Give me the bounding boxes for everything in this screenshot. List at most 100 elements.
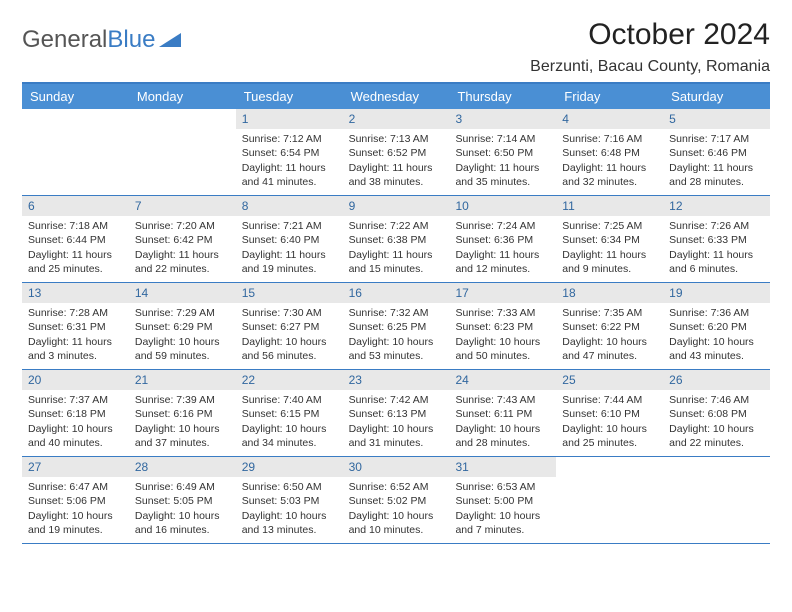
day-header: Friday — [556, 84, 663, 109]
day-cell: 16Sunrise: 7:32 AMSunset: 6:25 PMDayligh… — [343, 283, 450, 369]
day-cell: 22Sunrise: 7:40 AMSunset: 6:15 PMDayligh… — [236, 370, 343, 456]
day-body: Sunrise: 7:36 AMSunset: 6:20 PMDaylight:… — [663, 303, 770, 369]
sunrise-text: Sunrise: 7:44 AM — [562, 393, 657, 407]
daylight-text: Daylight: 10 hours and 22 minutes. — [669, 422, 764, 450]
sunrise-text: Sunrise: 7:42 AM — [349, 393, 444, 407]
day-number: 28 — [129, 457, 236, 477]
day-cell: 23Sunrise: 7:42 AMSunset: 6:13 PMDayligh… — [343, 370, 450, 456]
day-number: 18 — [556, 283, 663, 303]
day-number: 16 — [343, 283, 450, 303]
sunset-text: Sunset: 6:25 PM — [349, 320, 444, 334]
daylight-text: Daylight: 11 hours and 3 minutes. — [28, 335, 123, 363]
day-body: Sunrise: 6:50 AMSunset: 5:03 PMDaylight:… — [236, 477, 343, 543]
day-body: Sunrise: 7:21 AMSunset: 6:40 PMDaylight:… — [236, 216, 343, 282]
day-number: 19 — [663, 283, 770, 303]
week-row: 1Sunrise: 7:12 AMSunset: 6:54 PMDaylight… — [22, 109, 770, 196]
day-number: 22 — [236, 370, 343, 390]
sunrise-text: Sunrise: 7:26 AM — [669, 219, 764, 233]
day-number — [129, 109, 236, 129]
week-row: 20Sunrise: 7:37 AMSunset: 6:18 PMDayligh… — [22, 370, 770, 457]
day-number: 2 — [343, 109, 450, 129]
day-number: 8 — [236, 196, 343, 216]
daylight-text: Daylight: 11 hours and 25 minutes. — [28, 248, 123, 276]
day-body: Sunrise: 7:40 AMSunset: 6:15 PMDaylight:… — [236, 390, 343, 456]
sunset-text: Sunset: 6:50 PM — [455, 146, 550, 160]
day-number: 11 — [556, 196, 663, 216]
day-cell: 17Sunrise: 7:33 AMSunset: 6:23 PMDayligh… — [449, 283, 556, 369]
logo-triangle-icon — [159, 26, 181, 54]
daylight-text: Daylight: 11 hours and 28 minutes. — [669, 161, 764, 189]
sunrise-text: Sunrise: 6:50 AM — [242, 480, 337, 494]
sunset-text: Sunset: 6:11 PM — [455, 407, 550, 421]
week-row: 13Sunrise: 7:28 AMSunset: 6:31 PMDayligh… — [22, 283, 770, 370]
sunset-text: Sunset: 6:18 PM — [28, 407, 123, 421]
day-number: 6 — [22, 196, 129, 216]
day-body: Sunrise: 7:13 AMSunset: 6:52 PMDaylight:… — [343, 129, 450, 195]
day-number: 7 — [129, 196, 236, 216]
day-number — [22, 109, 129, 129]
sunrise-text: Sunrise: 7:39 AM — [135, 393, 230, 407]
day-header: Saturday — [663, 84, 770, 109]
daylight-text: Daylight: 10 hours and 13 minutes. — [242, 509, 337, 537]
day-number: 31 — [449, 457, 556, 477]
day-number: 1 — [236, 109, 343, 129]
day-body: Sunrise: 7:14 AMSunset: 6:50 PMDaylight:… — [449, 129, 556, 195]
day-number: 29 — [236, 457, 343, 477]
day-number: 20 — [22, 370, 129, 390]
title-block: October 2024 Berzunti, Bacau County, Rom… — [530, 18, 770, 76]
day-header: Sunday — [22, 84, 129, 109]
day-body: Sunrise: 7:16 AMSunset: 6:48 PMDaylight:… — [556, 129, 663, 195]
day-cell: 15Sunrise: 7:30 AMSunset: 6:27 PMDayligh… — [236, 283, 343, 369]
day-cell: 7Sunrise: 7:20 AMSunset: 6:42 PMDaylight… — [129, 196, 236, 282]
day-cell: 28Sunrise: 6:49 AMSunset: 5:05 PMDayligh… — [129, 457, 236, 543]
day-cell: 3Sunrise: 7:14 AMSunset: 6:50 PMDaylight… — [449, 109, 556, 195]
sunset-text: Sunset: 6:15 PM — [242, 407, 337, 421]
sunrise-text: Sunrise: 7:29 AM — [135, 306, 230, 320]
sunrise-text: Sunrise: 7:43 AM — [455, 393, 550, 407]
day-cell: 4Sunrise: 7:16 AMSunset: 6:48 PMDaylight… — [556, 109, 663, 195]
day-number: 5 — [663, 109, 770, 129]
weeks-container: 1Sunrise: 7:12 AMSunset: 6:54 PMDaylight… — [22, 109, 770, 544]
day-cell — [556, 457, 663, 543]
daylight-text: Daylight: 10 hours and 53 minutes. — [349, 335, 444, 363]
day-number: 25 — [556, 370, 663, 390]
day-cell — [663, 457, 770, 543]
daylight-text: Daylight: 11 hours and 22 minutes. — [135, 248, 230, 276]
calendar: Sunday Monday Tuesday Wednesday Thursday… — [22, 82, 770, 544]
day-body: Sunrise: 7:22 AMSunset: 6:38 PMDaylight:… — [343, 216, 450, 282]
logo-text-1: General — [22, 26, 107, 54]
daylight-text: Daylight: 11 hours and 19 minutes. — [242, 248, 337, 276]
day-body: Sunrise: 7:32 AMSunset: 6:25 PMDaylight:… — [343, 303, 450, 369]
sunrise-text: Sunrise: 7:17 AM — [669, 132, 764, 146]
day-number: 27 — [22, 457, 129, 477]
day-body: Sunrise: 7:35 AMSunset: 6:22 PMDaylight:… — [556, 303, 663, 369]
sunset-text: Sunset: 6:48 PM — [562, 146, 657, 160]
day-number: 24 — [449, 370, 556, 390]
day-body: Sunrise: 7:39 AMSunset: 6:16 PMDaylight:… — [129, 390, 236, 456]
day-body: Sunrise: 7:42 AMSunset: 6:13 PMDaylight:… — [343, 390, 450, 456]
day-body: Sunrise: 7:30 AMSunset: 6:27 PMDaylight:… — [236, 303, 343, 369]
day-body: Sunrise: 7:44 AMSunset: 6:10 PMDaylight:… — [556, 390, 663, 456]
day-cell: 1Sunrise: 7:12 AMSunset: 6:54 PMDaylight… — [236, 109, 343, 195]
day-body: Sunrise: 7:26 AMSunset: 6:33 PMDaylight:… — [663, 216, 770, 282]
daylight-text: Daylight: 11 hours and 6 minutes. — [669, 248, 764, 276]
day-cell: 9Sunrise: 7:22 AMSunset: 6:38 PMDaylight… — [343, 196, 450, 282]
daylight-text: Daylight: 11 hours and 9 minutes. — [562, 248, 657, 276]
sunrise-text: Sunrise: 7:13 AM — [349, 132, 444, 146]
day-body: Sunrise: 6:47 AMSunset: 5:06 PMDaylight:… — [22, 477, 129, 543]
sunset-text: Sunset: 6:33 PM — [669, 233, 764, 247]
day-cell: 11Sunrise: 7:25 AMSunset: 6:34 PMDayligh… — [556, 196, 663, 282]
sunrise-text: Sunrise: 7:24 AM — [455, 219, 550, 233]
daylight-text: Daylight: 10 hours and 59 minutes. — [135, 335, 230, 363]
day-body: Sunrise: 7:33 AMSunset: 6:23 PMDaylight:… — [449, 303, 556, 369]
sunset-text: Sunset: 6:16 PM — [135, 407, 230, 421]
daylight-text: Daylight: 10 hours and 7 minutes. — [455, 509, 550, 537]
week-row: 27Sunrise: 6:47 AMSunset: 5:06 PMDayligh… — [22, 457, 770, 544]
day-cell: 10Sunrise: 7:24 AMSunset: 6:36 PMDayligh… — [449, 196, 556, 282]
day-body: Sunrise: 7:46 AMSunset: 6:08 PMDaylight:… — [663, 390, 770, 456]
sunrise-text: Sunrise: 7:20 AM — [135, 219, 230, 233]
header: GeneralBlue October 2024 Berzunti, Bacau… — [22, 18, 770, 76]
day-body: Sunrise: 7:25 AMSunset: 6:34 PMDaylight:… — [556, 216, 663, 282]
sunset-text: Sunset: 5:05 PM — [135, 494, 230, 508]
day-number: 17 — [449, 283, 556, 303]
